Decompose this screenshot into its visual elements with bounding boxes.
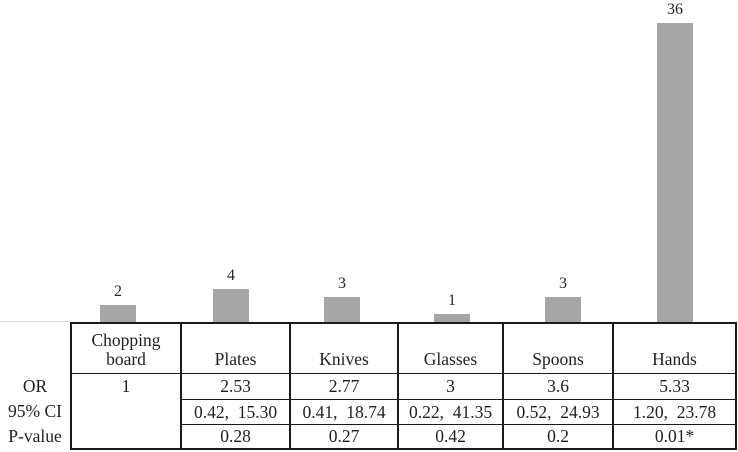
x-axis-line — [0, 321, 70, 322]
p-value-cell: 0.27 — [289, 424, 397, 448]
p-value-cell: 0.01* — [612, 424, 735, 448]
header-cell-spoons: Spoons — [502, 324, 612, 373]
header-cell-plates: Plates — [180, 324, 289, 373]
header-cell-chopping-board: Chopping board — [91, 330, 161, 370]
ci-cell: 0.52, 24.93 — [502, 399, 612, 424]
p-value-cell: 0.2 — [502, 424, 612, 448]
merged-cell-chopping-board: 1 — [72, 373, 180, 448]
or-cell: 5.33 — [612, 373, 735, 399]
row-label-95-ci: 95% CI — [8, 401, 62, 421]
ci-cell: 0.41, 18.74 — [289, 399, 397, 424]
or-cell: 2.77 — [289, 373, 397, 399]
bar-value-label: 3 — [338, 275, 346, 292]
bar-value-label: 3 — [559, 275, 567, 292]
row-label-p-value: P-value — [8, 425, 62, 446]
bar-value-label: 1 — [448, 292, 456, 309]
header-cell-hands: Hands — [612, 324, 735, 373]
table-row-labels: OR 95% CI P-value — [0, 373, 70, 448]
header-cell-knives: Knives — [289, 324, 397, 373]
results-table: Chopping board 1 Plates 2.53 0.42, 15.30 0.28… — [70, 322, 737, 450]
ci-cell: 1.20, 23.78 — [612, 399, 735, 424]
bar-value-label: 4 — [227, 267, 235, 284]
bar-value-label: 36 — [667, 1, 683, 18]
bar-knives — [324, 297, 360, 322]
p-value-cell: 0.42 — [397, 424, 502, 448]
or-cell: 3 — [397, 373, 502, 399]
or-cell: 2.53 — [180, 373, 289, 399]
bar-spoons — [545, 297, 581, 322]
bar-value-label: 2 — [114, 283, 122, 300]
bar-hands — [657, 23, 693, 322]
p-value-cell: 0.28 — [180, 424, 289, 448]
or-cell: 3.6 — [502, 373, 612, 399]
bar-chopping-board — [100, 305, 136, 322]
row-label-or: OR — [22, 375, 48, 396]
ci-cell: 0.22, 41.35 — [397, 399, 502, 424]
header-cell-glasses: Glasses — [397, 324, 502, 373]
ci-cell: 0.42, 15.30 — [180, 399, 289, 424]
bar-glasses — [434, 314, 470, 322]
bar-plates — [213, 289, 249, 322]
